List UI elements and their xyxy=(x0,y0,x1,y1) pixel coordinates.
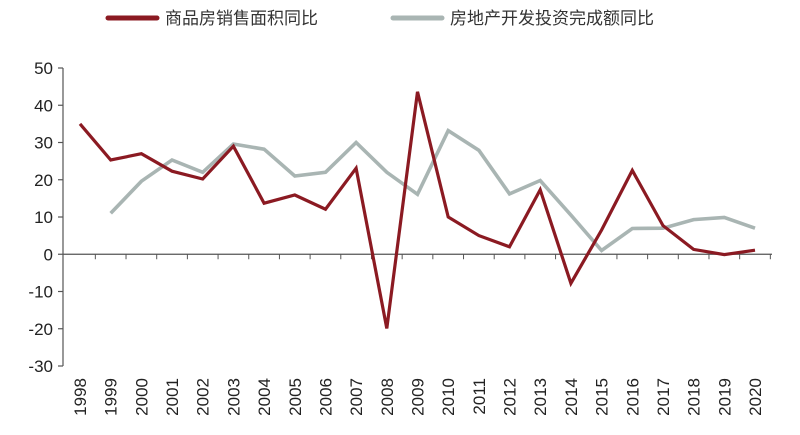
x-tick-label: 1999 xyxy=(102,378,121,416)
legend-label-sales: 商品房销售面积同比 xyxy=(165,9,318,29)
y-tick-label: 50 xyxy=(34,59,53,78)
x-tick-label: 2009 xyxy=(409,378,428,416)
legend-label-investment: 房地产开发投资完成额同比 xyxy=(450,9,654,29)
y-tick-label: 30 xyxy=(34,134,53,153)
x-tick-label: 2001 xyxy=(163,378,182,416)
x-tick-label: 1998 xyxy=(71,378,90,416)
x-tick-label: 2017 xyxy=(654,378,673,416)
x-tick-label: 2020 xyxy=(746,378,765,416)
x-tick-label: 2003 xyxy=(224,378,243,416)
x-tick-label: 2007 xyxy=(347,378,366,416)
y-tick-label: -30 xyxy=(28,357,53,376)
x-tick-label: 2019 xyxy=(715,378,734,416)
series-line-investment xyxy=(109,127,756,253)
x-tick-label: 2016 xyxy=(623,378,642,416)
x-tick-label: 2014 xyxy=(562,378,581,416)
x-tick-label: 2012 xyxy=(501,378,520,416)
x-tick-label: 2013 xyxy=(531,378,550,416)
y-tick-label: 10 xyxy=(34,208,53,227)
x-tick-label: 2000 xyxy=(132,378,151,416)
y-tick-label: 0 xyxy=(44,245,53,264)
x-tick-label: 2005 xyxy=(286,378,305,416)
y-tick-label: -20 xyxy=(28,320,53,339)
y-tick-label: 20 xyxy=(34,171,53,190)
x-tick-label: 2015 xyxy=(593,378,612,416)
x-tick-label: 2008 xyxy=(378,378,397,416)
x-tick-label: 2010 xyxy=(439,378,458,416)
x-tick-label: 2018 xyxy=(685,378,704,416)
legend: 商品房销售面积同比 房地产开发投资完成额同比 xyxy=(105,9,654,29)
x-tick-label: 2002 xyxy=(194,378,213,416)
x-tick-label: 2006 xyxy=(316,378,335,416)
y-tick-label: -10 xyxy=(28,283,53,302)
y-tick-label: 40 xyxy=(34,96,53,115)
series-line-sales xyxy=(78,91,756,329)
x-tick-label: 2011 xyxy=(470,378,489,415)
x-tick-label: 2004 xyxy=(255,378,274,416)
